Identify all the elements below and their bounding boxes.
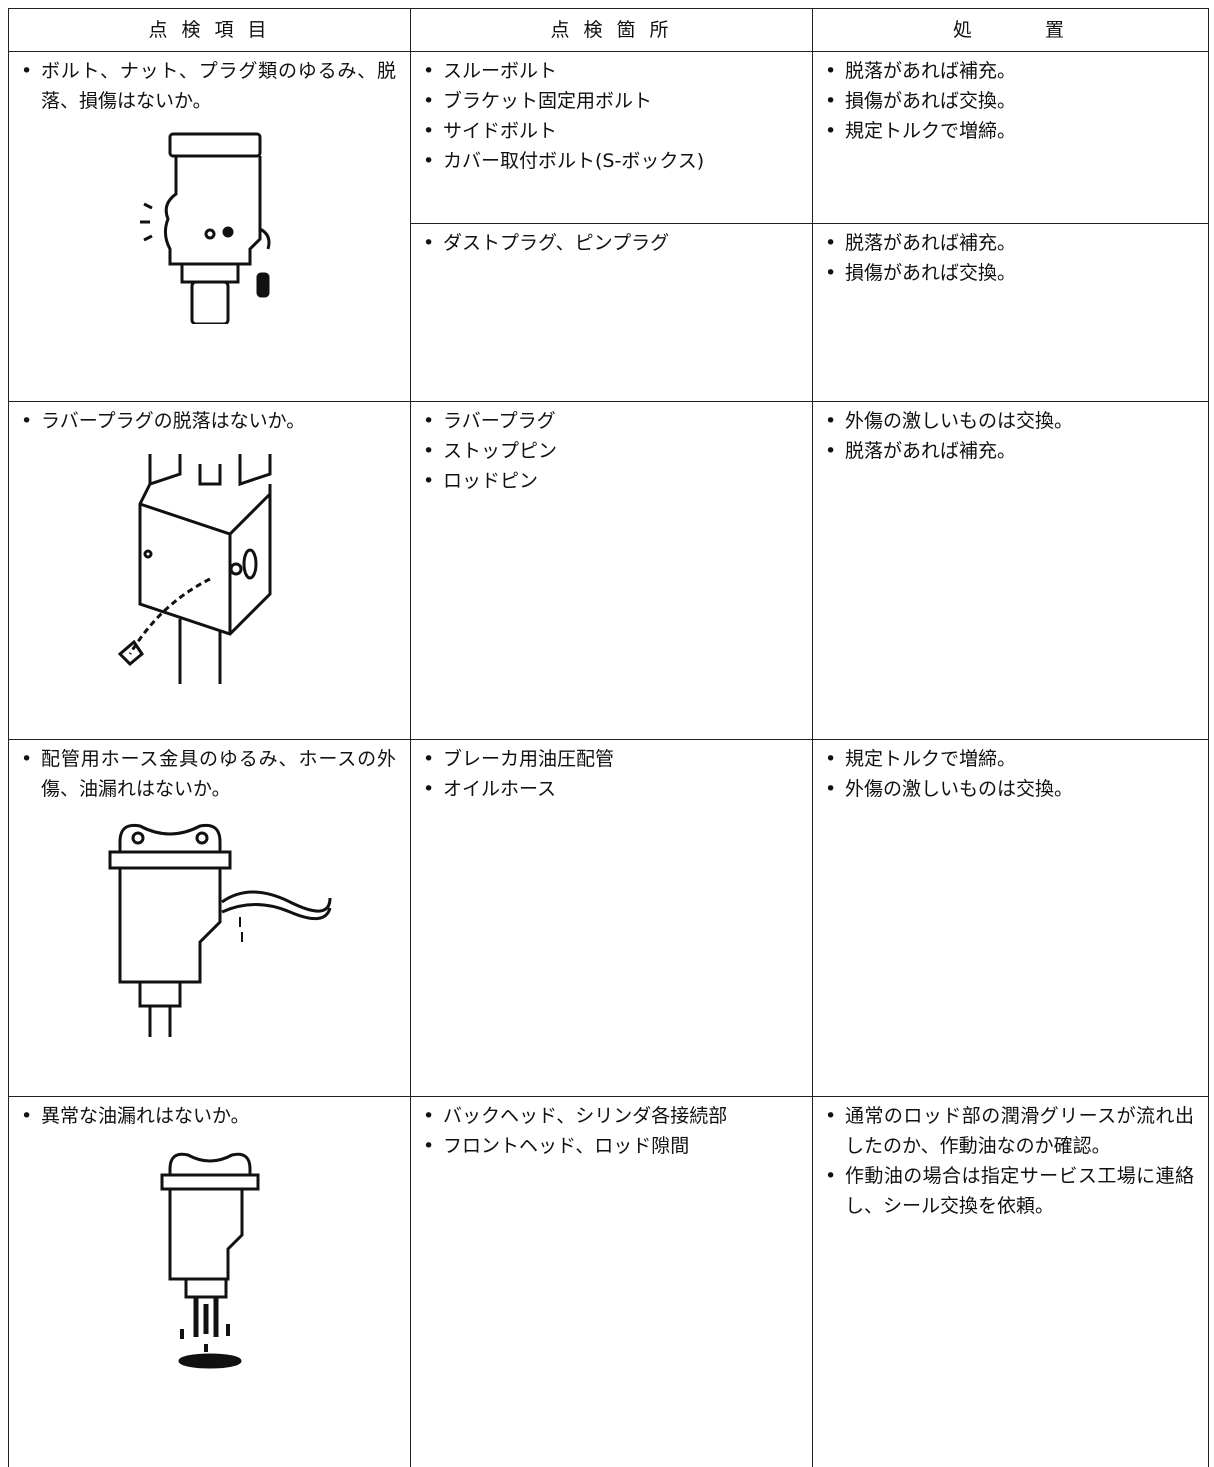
location: スルーボルト <box>423 56 798 86</box>
header-cell: 処 置 <box>812 8 1209 52</box>
action: 規定トルクで増締。 <box>825 116 1194 146</box>
item-list: ボルト、ナット、プラグ類のゆるみ、脱落、損傷はないか。 <box>9 52 410 116</box>
location: サイドボルト <box>423 116 798 146</box>
location-list: バックヘッド、シリンダ各接続部フロントヘッド、ロッド隙間 <box>411 1097 812 1161</box>
item-list: ラバープラグの脱落はないか。 <box>9 402 410 436</box>
illustration <box>108 823 331 1037</box>
location-cell: ラバープラグストップピンロッドピン <box>410 401 813 740</box>
action-list: 規定トルクで増締。外傷の激しいものは交換。 <box>813 740 1208 804</box>
item-text: ラバープラグの脱落はないか。 <box>21 406 396 436</box>
table-row: 異常な油漏れはないか。 バックヘッド、シリンダ各接続部フロントヘッド、ロッド隙間… <box>8 1096 1209 1467</box>
action: 外傷の激しいものは交換。 <box>825 406 1194 436</box>
action: 通常のロッド部の潤滑グリースが流れ出したのか、作動油なのか確認。 <box>825 1101 1194 1161</box>
action: 損傷があれば交換。 <box>825 258 1194 288</box>
action-list: 外傷の激しいものは交換。脱落があれば補充。 <box>813 402 1208 466</box>
illustration <box>139 132 270 324</box>
location-cell: ブレーカ用油圧配管オイルホース <box>410 739 813 1097</box>
table-row: ラバープラグの脱落はないか。 ラバープラグストップピンロッドピン外傷の激しいもの… <box>8 401 1209 740</box>
location: ロッドピン <box>423 466 798 496</box>
location-cell: ダストプラグ、ピンプラグ <box>410 223 813 402</box>
illustration <box>160 1152 259 1369</box>
location-list: スルーボルトブラケット固定用ボルトサイドボルトカバー取付ボルト(S-ボックス) <box>411 52 812 176</box>
action: 脱落があれば補充。 <box>825 228 1194 258</box>
illustration <box>117 454 271 684</box>
item-text: 異常な油漏れはないか。 <box>21 1101 396 1131</box>
location: ブレーカ用油圧配管 <box>423 744 798 774</box>
item-cell: ラバープラグの脱落はないか。 <box>8 401 411 740</box>
header-row: 点 検 項 目 点 検 箇 所 処 置 <box>8 8 1209 52</box>
action: 作動油の場合は指定サービス工場に連絡し、シール交換を依頼。 <box>825 1161 1194 1221</box>
item-cell: 異常な油漏れはないか。 <box>8 1096 411 1467</box>
table-row: ボルト、ナット、プラグ類のゆるみ、脱落、損傷はないか。 スルーボルトブラケット固… <box>8 51 1209 402</box>
action-list: 脱落があれば補充。損傷があれば交換。 <box>813 224 1208 288</box>
header-cell: 点 検 項 目 <box>8 8 411 52</box>
item-cell: 配管用ホース金具のゆるみ、ホースの外傷、油漏れはないか。 <box>8 739 411 1097</box>
action: 規定トルクで増締。 <box>825 744 1194 774</box>
location: オイルホース <box>423 774 798 804</box>
inspection-table: 点 検 項 目 点 検 箇 所 処 置 ボルト、ナット、プラグ類のゆるみ、脱落、… <box>8 8 1209 1467</box>
table-row: 配管用ホース金具のゆるみ、ホースの外傷、油漏れはないか。 ブレーカ用油圧配管オイ… <box>8 739 1209 1097</box>
item-text: ボルト、ナット、プラグ類のゆるみ、脱落、損傷はないか。 <box>21 56 396 116</box>
table-row: ダストプラグ、ピンプラグ脱落があれば補充。損傷があれば交換。 <box>9 223 1209 402</box>
location: ブラケット固定用ボルト <box>423 86 798 116</box>
action-list: 通常のロッド部の潤滑グリースが流れ出したのか、作動油なのか確認。作動油の場合は指… <box>813 1097 1208 1221</box>
location-list: ブレーカ用油圧配管オイルホース <box>411 740 812 804</box>
header-cell: 点 検 箇 所 <box>410 8 813 52</box>
location: フロントヘッド、ロッド隙間 <box>423 1131 798 1161</box>
action-cell: 脱落があれば補充。損傷があれば交換。 <box>812 223 1209 402</box>
location-list: ラバープラグストップピンロッドピン <box>411 402 812 496</box>
item-list: 異常な油漏れはないか。 <box>9 1097 410 1131</box>
action-cell: 規定トルクで増締。外傷の激しいものは交換。 <box>812 739 1209 1097</box>
location-cell: バックヘッド、シリンダ各接続部フロントヘッド、ロッド隙間 <box>410 1096 813 1467</box>
location: バックヘッド、シリンダ各接続部 <box>423 1101 798 1131</box>
location: ラバープラグ <box>423 406 798 436</box>
action: 脱落があれば補充。 <box>825 436 1194 466</box>
location-list: ダストプラグ、ピンプラグ <box>411 224 812 258</box>
location-cell: スルーボルトブラケット固定用ボルトサイドボルトカバー取付ボルト(S-ボックス) <box>410 51 813 224</box>
action: 脱落があれば補充。 <box>825 56 1194 86</box>
item-text: 配管用ホース金具のゆるみ、ホースの外傷、油漏れはないか。 <box>21 744 396 804</box>
item-cell: ボルト、ナット、プラグ類のゆるみ、脱落、損傷はないか。 <box>8 51 411 402</box>
action-cell: 外傷の激しいものは交換。脱落があれば補充。 <box>812 401 1209 740</box>
location: カバー取付ボルト(S-ボックス) <box>423 146 798 176</box>
location: ストップピン <box>423 436 798 466</box>
action-cell: 脱落があれば補充。損傷があれば交換。規定トルクで増締。 <box>812 51 1209 224</box>
action-cell: 通常のロッド部の潤滑グリースが流れ出したのか、作動油なのか確認。作動油の場合は指… <box>812 1096 1209 1467</box>
action: 外傷の激しいものは交換。 <box>825 774 1194 804</box>
action: 損傷があれば交換。 <box>825 86 1194 116</box>
action-list: 脱落があれば補充。損傷があれば交換。規定トルクで増締。 <box>813 52 1208 146</box>
location: ダストプラグ、ピンプラグ <box>423 228 798 258</box>
item-list: 配管用ホース金具のゆるみ、ホースの外傷、油漏れはないか。 <box>9 740 410 804</box>
